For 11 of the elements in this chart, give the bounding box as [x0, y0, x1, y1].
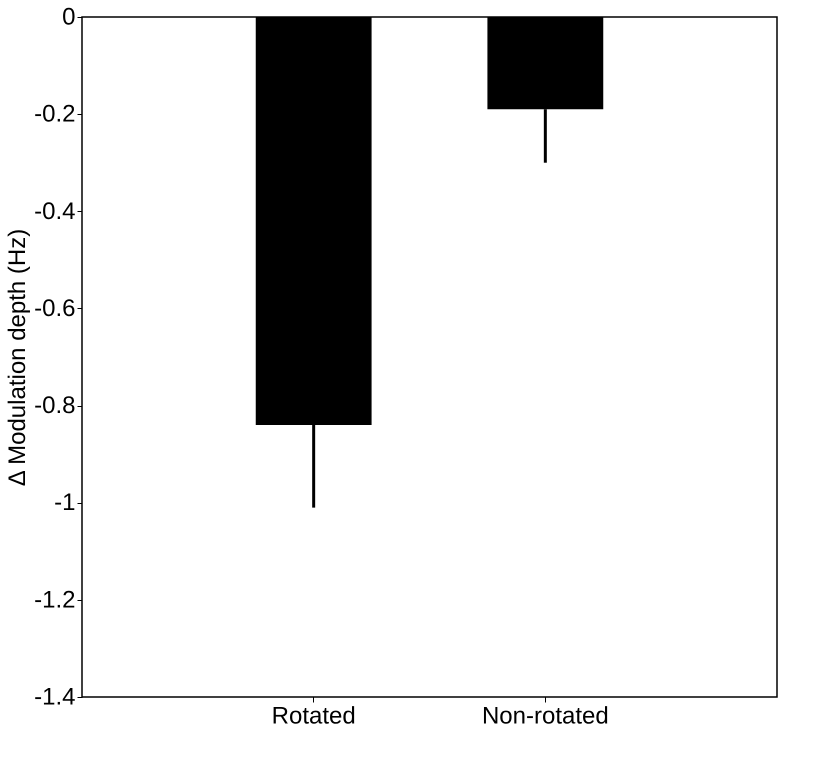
y-tick-label: -0.2 [34, 100, 76, 128]
y-tick-label: -1.2 [34, 586, 76, 614]
y-tick-label: -0.4 [34, 198, 76, 225]
x-tick-label: Rotated [272, 702, 356, 730]
y-tick-label: -0.6 [34, 294, 76, 322]
y-tick-label: -0.8 [34, 392, 76, 420]
y-tick-label: -1 [54, 489, 76, 516]
y-tick-label: 0 [62, 4, 76, 30]
x-tick-label: Non-rotated [482, 702, 609, 730]
y-tick-label: -1.4 [34, 684, 76, 710]
y-axis-title: Δ Modulation depth (Hz) [4, 228, 32, 486]
